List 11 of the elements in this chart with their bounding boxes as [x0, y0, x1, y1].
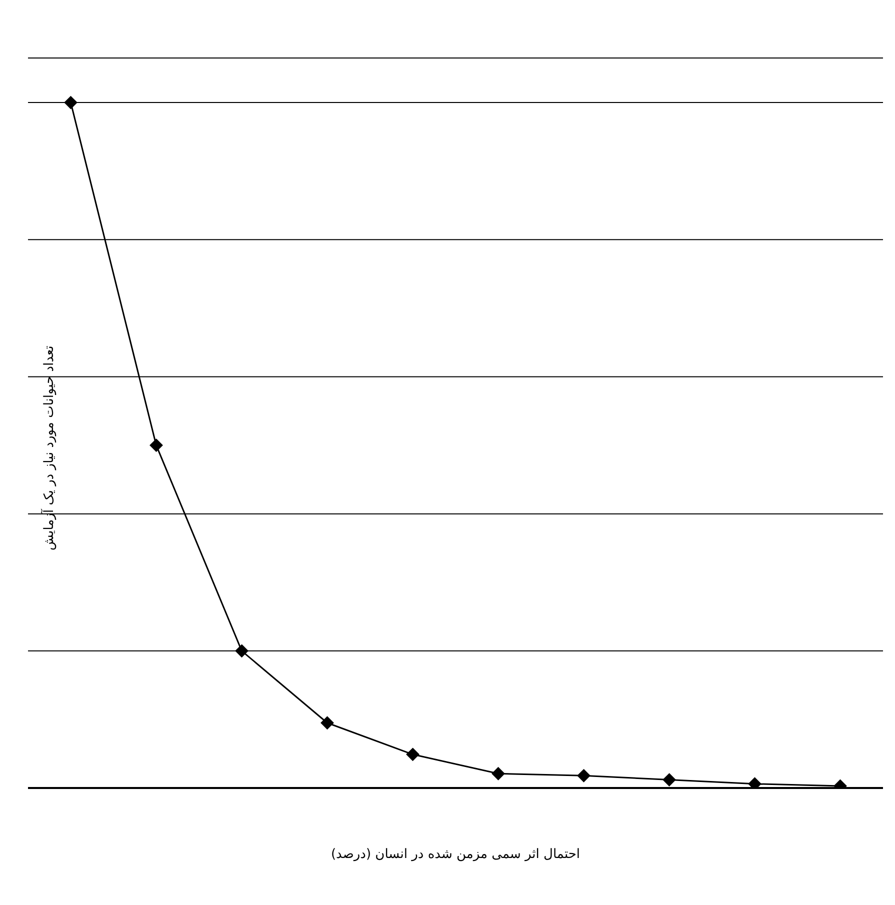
point: [492, 767, 505, 780]
x-axis-title: احتمال اثر سمی مزمن شده در انسان (درصد): [330, 847, 580, 862]
point: [320, 716, 334, 730]
point: [577, 769, 590, 782]
point: [64, 96, 78, 110]
point: [235, 644, 248, 658]
point: [748, 777, 762, 788]
point: [150, 438, 163, 452]
point: [406, 748, 420, 761]
y-axis-title: تعداد حیوانات مورد نیاز در یک آزمایش: [40, 345, 57, 550]
point: [662, 773, 676, 786]
